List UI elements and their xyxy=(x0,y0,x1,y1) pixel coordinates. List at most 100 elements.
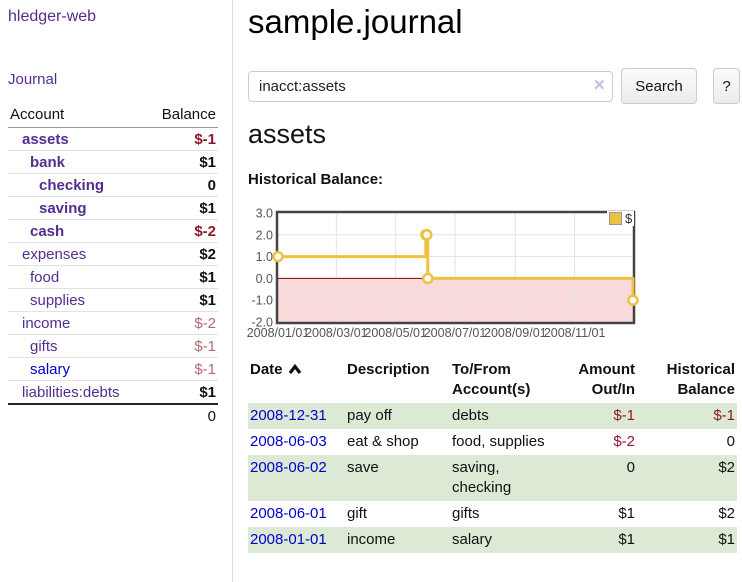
account-total-row: 0 xyxy=(8,403,218,427)
account-row: assets $-1 xyxy=(8,127,218,151)
transaction-accounts: food, supplies xyxy=(452,433,545,450)
register-row: 2008-06-01 gift gifts $1 $2 xyxy=(248,501,737,527)
svg-text:2008/09/01: 2008/09/01 xyxy=(484,326,547,340)
account-link-assets[interactable]: assets xyxy=(22,130,69,148)
balance-column-header: Historical Balance xyxy=(666,361,735,398)
main-content: sample.journal ✕ Search ? assets Histori… xyxy=(247,0,742,582)
amount-column-header: Amount Out/In xyxy=(578,361,635,398)
clear-search-icon[interactable]: ✕ xyxy=(593,77,606,94)
chart-title: Historical Balance: xyxy=(248,171,384,188)
account-balance: $1 xyxy=(146,380,218,405)
transaction-balance: $1 xyxy=(718,531,735,548)
svg-text:2008/01/01: 2008/01/01 xyxy=(247,326,310,340)
page-title: sample.journal xyxy=(248,3,463,40)
account-balance: $-1 xyxy=(146,334,218,358)
svg-text:2008/03/01: 2008/03/01 xyxy=(305,326,368,340)
svg-text:3.0: 3.0 xyxy=(256,207,273,221)
account-row: gifts $-1 xyxy=(8,334,218,358)
accounts-column-header: To/From Account(s) xyxy=(452,361,531,398)
legend-label: $ xyxy=(625,211,633,226)
account-link-bank[interactable]: bank xyxy=(30,153,66,171)
date-column-header[interactable]: Date xyxy=(248,357,345,403)
sidebar-item-journal[interactable]: Journal xyxy=(8,71,58,88)
transaction-description: income xyxy=(347,531,396,548)
account-balance: $-2 xyxy=(146,311,218,335)
transaction-date-link[interactable]: 2008-06-01 xyxy=(250,505,327,522)
description-column-header: Description xyxy=(347,361,430,378)
transaction-amount: $-1 xyxy=(613,407,635,424)
transaction-balance: 0 xyxy=(726,433,735,450)
account-row: supplies $1 xyxy=(8,288,218,312)
transaction-description: save xyxy=(347,459,379,476)
account-tree-total: 0 xyxy=(146,403,218,427)
chart-canvas: 2008/01/012008/03/012008/05/012008/07/01… xyxy=(247,207,639,340)
account-balance: $1 xyxy=(146,288,218,312)
transaction-date-link[interactable]: 2008-06-02 xyxy=(250,459,327,476)
svg-text:0.0: 0.0 xyxy=(256,272,273,286)
svg-text:2008/05/01: 2008/05/01 xyxy=(364,326,427,340)
account-balance: $1 xyxy=(146,265,218,289)
account-link-food[interactable]: food xyxy=(30,268,60,286)
account-link-liabilities-debts[interactable]: liabilities:debts xyxy=(22,383,120,401)
account-balance: $-1 xyxy=(146,127,218,151)
sidebar: hledger-web Journal Account Balance asse… xyxy=(0,0,233,582)
register-row: 2008-01-01 income salary $1 $1 xyxy=(248,527,737,553)
sort-ascending-icon xyxy=(288,361,302,381)
account-row: salary $-1 xyxy=(8,357,218,381)
historical-balance-chart: 2008/01/01 2008/03/01 2008/05/01 2008/07/01… xyxy=(247,203,648,348)
svg-text:-2.0: -2.0 xyxy=(251,316,273,330)
transaction-amount: 0 xyxy=(626,459,635,476)
transaction-accounts: saving, checking xyxy=(452,459,512,496)
search-input[interactable] xyxy=(248,71,613,102)
register-table: Date Description To/From Account(s) Amou… xyxy=(248,357,737,553)
account-heading: assets xyxy=(248,119,327,149)
legend-swatch-icon xyxy=(609,212,622,225)
transaction-description: eat & shop xyxy=(347,433,419,450)
transaction-date-link[interactable]: 2008-12-31 xyxy=(250,407,327,424)
account-link-saving[interactable]: saving xyxy=(39,199,87,217)
account-link-gifts[interactable]: gifts xyxy=(30,337,58,355)
account-link-checking[interactable]: checking xyxy=(39,176,105,194)
account-link-expenses[interactable]: expenses xyxy=(22,245,87,263)
transaction-balance: $-1 xyxy=(713,407,735,424)
account-column-header: Account xyxy=(8,103,147,128)
transaction-balance: $2 xyxy=(718,505,735,522)
register-row: 2008-06-02 save saving, checking 0 $2 xyxy=(248,455,737,501)
account-row: expenses $2 xyxy=(8,242,218,266)
account-balance: $2 xyxy=(146,242,218,266)
account-row: checking 0 xyxy=(8,173,218,197)
transaction-amount: $1 xyxy=(618,505,635,522)
chart-legend: $ xyxy=(607,211,635,226)
account-link-income[interactable]: income xyxy=(22,314,71,332)
transaction-accounts: debts xyxy=(452,407,489,424)
account-row: liabilities:debts $1 xyxy=(8,380,218,405)
search-button[interactable]: Search xyxy=(621,68,697,104)
svg-text:2008/11/01: 2008/11/01 xyxy=(544,326,606,340)
transaction-description: pay off xyxy=(347,407,392,424)
svg-text:2008/07/01: 2008/07/01 xyxy=(424,326,487,340)
app-title-link[interactable]: hledger-web xyxy=(8,8,97,25)
transaction-accounts: gifts xyxy=(452,505,480,522)
account-row: saving $1 xyxy=(8,196,218,220)
account-balance: $1 xyxy=(146,196,218,220)
transaction-accounts: salary xyxy=(452,531,493,548)
register-row: 2008-06-03 eat & shop food, supplies $-2… xyxy=(248,429,737,455)
transaction-amount: $1 xyxy=(618,531,635,548)
transaction-date-link[interactable]: 2008-06-03 xyxy=(250,433,327,450)
account-row: cash $-2 xyxy=(8,219,218,243)
transaction-date-link[interactable]: 2008-01-01 xyxy=(250,531,327,548)
account-tree: Account Balance assets $-1 bank $1 check… xyxy=(8,103,218,427)
account-link-supplies[interactable]: supplies xyxy=(30,291,86,309)
help-button[interactable]: ? xyxy=(713,68,740,104)
transaction-description: gift xyxy=(347,505,368,522)
account-balance: $-2 xyxy=(146,219,218,243)
account-link-cash[interactable]: cash xyxy=(30,222,65,240)
transaction-amount: $-2 xyxy=(613,433,635,450)
account-link-salary[interactable]: salary xyxy=(30,360,71,378)
account-balance: 0 xyxy=(146,173,218,197)
svg-text:2.0: 2.0 xyxy=(256,228,273,242)
account-balance: $-1 xyxy=(146,357,218,381)
register-row: 2008-12-31 pay off debts $-1 $-1 xyxy=(248,403,737,429)
account-row: income $-2 xyxy=(8,311,218,335)
svg-text:1.0: 1.0 xyxy=(256,250,273,264)
